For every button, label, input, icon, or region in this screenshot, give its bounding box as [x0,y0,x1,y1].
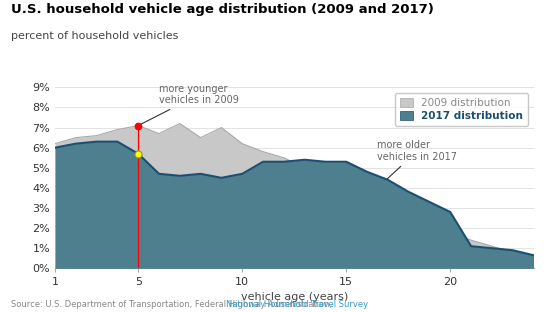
Text: National Household Travel Survey: National Household Travel Survey [226,300,367,309]
Text: percent of household vehicles: percent of household vehicles [11,31,178,41]
X-axis label: vehicle age (years): vehicle age (years) [241,291,348,301]
Legend: 2009 distribution, 2017 distribution: 2009 distribution, 2017 distribution [395,93,529,126]
Text: more older
vehicles in 2017: more older vehicles in 2017 [377,140,458,186]
Text: Source: U.S. Department of Transportation, Federal Highway Administration,: Source: U.S. Department of Transportatio… [11,300,335,309]
Text: more younger
vehicles in 2009: more younger vehicles in 2009 [141,84,239,124]
Text: U.S. household vehicle age distribution (2009 and 2017): U.S. household vehicle age distribution … [11,3,434,16]
